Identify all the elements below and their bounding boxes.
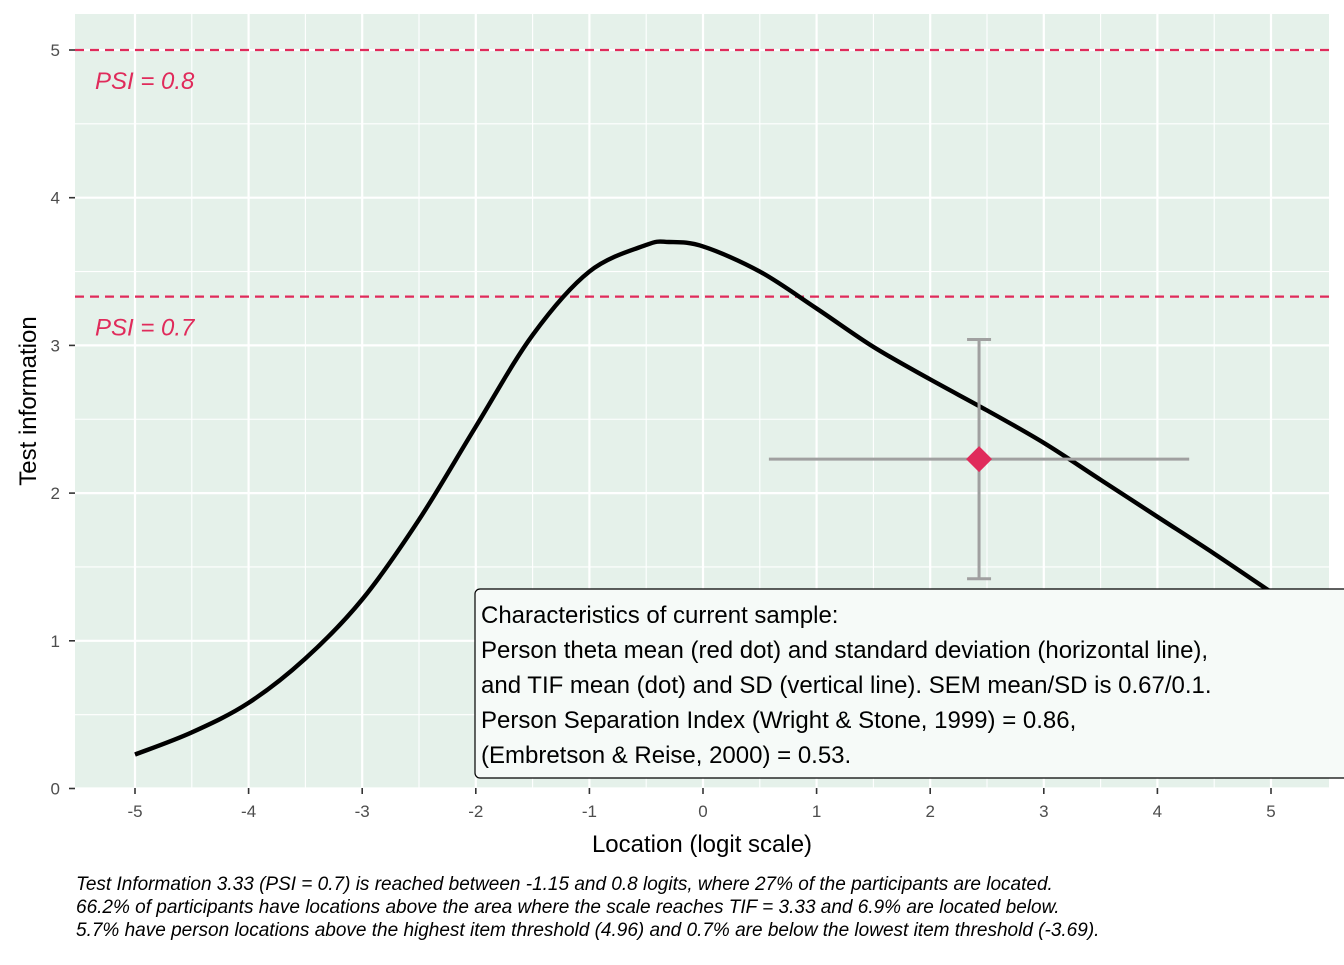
x-tick-label: 1: [812, 802, 821, 821]
annotation-line: Person theta mean (red dot) and standard…: [481, 637, 1208, 664]
sample-mean-point: [966, 446, 993, 473]
annotation-box-frame: [474, 588, 1344, 779]
annotation-box: Characteristics of current sample: Person…: [474, 588, 1344, 779]
y-tick-label: 3: [51, 336, 60, 355]
x-tick-label: -4: [241, 802, 256, 821]
caption-line: 66.2% of participants have locations abo…: [76, 897, 1060, 918]
x-tick-label: 3: [1039, 802, 1048, 821]
caption: Test Information 3.33 (PSI = 0.7) is rea…: [76, 874, 1099, 941]
y-tick-label: 0: [51, 780, 60, 799]
reference-label: PSI = 0.7: [95, 315, 196, 342]
y-axis-title: Test information: [15, 316, 42, 485]
x-tick-label: 5: [1266, 802, 1275, 821]
caption-line: Test Information 3.33 (PSI = 0.7) is rea…: [76, 874, 1053, 895]
reference-label: PSI = 0.8: [95, 68, 195, 95]
y-tick-label: 5: [51, 41, 60, 60]
y-tick-label: 4: [51, 189, 60, 208]
annotation-line: and TIF mean (dot) and SD (vertical line…: [481, 672, 1212, 699]
x-axis-title: Location (logit scale): [592, 831, 812, 858]
axes: -5 -4 -3 -2 -1 0 1 2 3 4 5 0 1 2 3 4 5: [51, 41, 1276, 821]
caption-line: 5.7% have person locations above the hig…: [76, 920, 1099, 941]
x-tick-label: -5: [127, 802, 142, 821]
annotation-line: (Embretson & Reise, 2000) = 0.53.: [481, 742, 851, 769]
y-tick-label: 2: [51, 484, 60, 503]
x-tick-label: -1: [582, 802, 597, 821]
annotation-line: Characteristics of current sample:: [481, 602, 838, 629]
x-tick-label: 2: [925, 802, 934, 821]
x-tick-label: -3: [355, 802, 370, 821]
x-tick-label: -2: [468, 802, 483, 821]
y-tick-label: 1: [51, 632, 60, 651]
annotation-line: Person Separation Index (Wright & Stone,…: [481, 707, 1076, 734]
x-tick-label: 0: [698, 802, 707, 821]
x-tick-label: 4: [1153, 802, 1162, 821]
